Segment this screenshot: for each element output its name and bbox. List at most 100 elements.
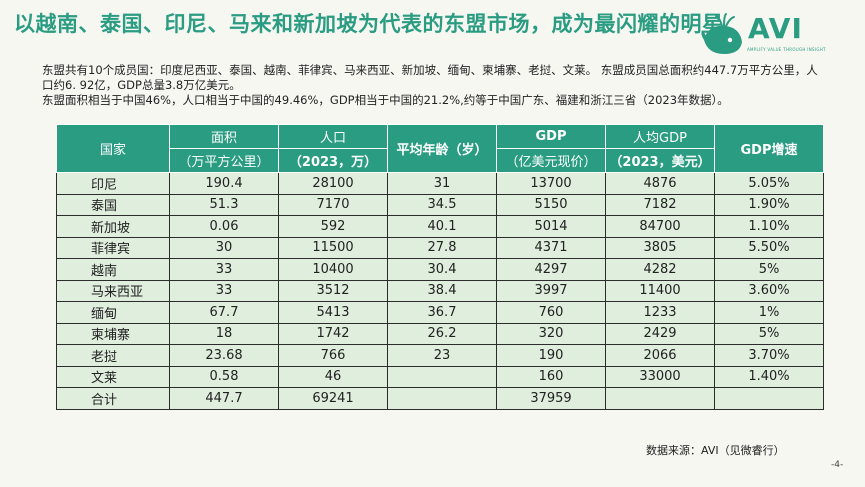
cell-average-age: 31 [387, 172, 497, 195]
table-row: 印尼 190.4 28100 31 13700 4876 5.05% [56, 172, 824, 195]
cell-gdp-growth: 3.60% [714, 279, 824, 302]
cell-population: 69241 [278, 387, 388, 410]
cell-gdp-per-capita: 2429 [605, 322, 715, 345]
intro-line-2: 东盟面积相当于中国46%，人口相当于中国的49.46%，GDP相当于中国的21.… [42, 93, 729, 107]
cell-average-age: 23 [387, 344, 497, 367]
cell-country: 文莱 [56, 365, 170, 388]
cell-average-age: 26.2 [387, 322, 497, 345]
cell-population: 7170 [278, 193, 388, 216]
header-gdp-per-capita: 人均GDP [605, 124, 715, 149]
cell-gdp: 4371 [496, 236, 606, 259]
table-row: 老挝 23.68 766 23 190 2066 3.70% [56, 344, 824, 367]
cell-gdp-growth: 5.05% [714, 172, 824, 195]
header-area-unit: （万平方公里） [169, 148, 279, 173]
intro-line-1: 东盟共有10个成员国：印度尼西亚、泰国、越南、菲律宾、马来西亚、新加坡、缅甸、柬… [42, 63, 818, 92]
cell-area: 0.58 [169, 365, 279, 388]
cell-gdp: 160 [496, 365, 606, 388]
cell-gdp-per-capita: 33000 [605, 365, 715, 388]
cell-gdp-per-capita: 2066 [605, 344, 715, 367]
cell-area: 23.68 [169, 344, 279, 367]
cell-gdp-per-capita: 11400 [605, 279, 715, 302]
cell-country: 印尼 [56, 172, 170, 195]
header-gdp-growth: GDP增速 [714, 124, 824, 173]
table-row: 泰国 51.3 7170 34.5 5150 7182 1.90% [56, 193, 824, 216]
table-header-row-2: （万平方公里） （2023，万） （亿美元现价） （2023，美元） [57, 148, 824, 173]
cell-gdp: 760 [496, 301, 606, 324]
cell-area: 33 [169, 279, 279, 302]
cell-area: 447.7 [169, 387, 279, 410]
data-source-note: 数据来源：AVI（见微睿行） [646, 444, 785, 457]
cell-gdp-growth: 5% [714, 258, 824, 281]
cell-population: 1742 [278, 322, 388, 345]
header-gdp: GDP [496, 124, 606, 149]
cell-average-age [387, 387, 497, 410]
cell-area: 190.4 [169, 172, 279, 195]
header-country: 国家 [56, 124, 170, 173]
cell-gdp: 4297 [496, 258, 606, 281]
cell-country: 新加坡 [56, 215, 170, 238]
cell-average-age: 36.7 [387, 301, 497, 324]
cell-gdp-growth: 1.10% [714, 215, 824, 238]
cell-gdp-per-capita: 4876 [605, 172, 715, 195]
cell-country: 菲律宾 [56, 236, 170, 259]
cell-country: 柬埔寨 [56, 322, 170, 345]
cell-country: 缅甸 [56, 301, 170, 324]
cell-gdp-per-capita: 84700 [605, 215, 715, 238]
cell-population: 10400 [278, 258, 388, 281]
header-gdp-per-capita-unit: （2023，美元） [605, 148, 715, 173]
cell-average-age: 27.8 [387, 236, 497, 259]
intro-text: 东盟共有10个成员国：印度尼西亚、泰国、越南、菲律宾、马来西亚、新加坡、缅甸、柬… [42, 63, 822, 108]
cell-country: 老挝 [56, 344, 170, 367]
header-population-unit: （2023，万） [278, 148, 388, 173]
cell-gdp: 3997 [496, 279, 606, 302]
cell-country: 越南 [56, 258, 170, 281]
cell-gdp: 37959 [496, 387, 606, 410]
cell-area: 0.06 [169, 215, 279, 238]
cell-gdp: 190 [496, 344, 606, 367]
whale-logo-icon [701, 13, 742, 54]
cell-area: 18 [169, 322, 279, 345]
cell-average-age: 30.4 [387, 258, 497, 281]
cell-country: 马来西亚 [56, 279, 170, 302]
table-row: 文莱 0.58 46 160 33000 1.40% [56, 365, 824, 388]
cell-country: 泰国 [56, 193, 170, 216]
table-total-row: 合计 447.7 69241 37959 [56, 387, 824, 410]
cell-gdp-growth: 5% [714, 322, 824, 345]
cell-gdp-per-capita [605, 387, 715, 410]
cell-average-age [387, 365, 497, 388]
table-row: 马来西亚 33 3512 38.4 3997 11400 3.60% [56, 279, 824, 302]
cell-gdp-growth [714, 387, 824, 410]
page-title: 以越南、泰国、印尼、马来和新加坡为代表的东盟市场，成为最闪耀的明星 [14, 12, 724, 36]
cell-average-age: 34.5 [387, 193, 497, 216]
table-header-row-1: 国家 面积 人口 平均年龄（岁） GDP 人均GDP GDP增速 [56, 124, 824, 173]
header-area: 面积 [169, 124, 279, 149]
cell-area: 30 [169, 236, 279, 259]
asean-data-table: 国家 面积 人口 平均年龄（岁） GDP 人均GDP GDP增速 （万平方公里）… [56, 124, 824, 410]
cell-average-age: 40.1 [387, 215, 497, 238]
cell-gdp: 5014 [496, 215, 606, 238]
cell-gdp-growth: 1.40% [714, 365, 824, 388]
cell-population: 28100 [278, 172, 388, 195]
cell-gdp-per-capita: 7182 [605, 193, 715, 216]
cell-population: 46 [278, 365, 388, 388]
cell-gdp-per-capita: 4282 [605, 258, 715, 281]
cell-gdp-growth: 3.70% [714, 344, 824, 367]
cell-population: 3512 [278, 279, 388, 302]
cell-population: 766 [278, 344, 388, 367]
cell-gdp-per-capita: 1233 [605, 301, 715, 324]
cell-area: 51.3 [169, 193, 279, 216]
cell-gdp-growth: 1% [714, 301, 824, 324]
cell-average-age: 38.4 [387, 279, 497, 302]
cell-gdp-per-capita: 3805 [605, 236, 715, 259]
header-population: 人口 [278, 124, 388, 149]
header-average-age: 平均年龄（岁） [387, 124, 497, 173]
cell-population: 11500 [278, 236, 388, 259]
cell-area: 67.7 [169, 301, 279, 324]
header-gdp-unit: （亿美元现价） [496, 148, 606, 173]
table-row: 柬埔寨 18 1742 26.2 320 2429 5% [56, 322, 824, 345]
cell-gdp-growth: 5.50% [714, 236, 824, 259]
table-row: 菲律宾 30 11500 27.8 4371 3805 5.50% [56, 236, 824, 259]
page-number: -4- [831, 460, 844, 470]
table-row: 新加坡 0.06 592 40.1 5014 84700 1.10% [56, 215, 824, 238]
cell-country: 合计 [56, 387, 170, 410]
